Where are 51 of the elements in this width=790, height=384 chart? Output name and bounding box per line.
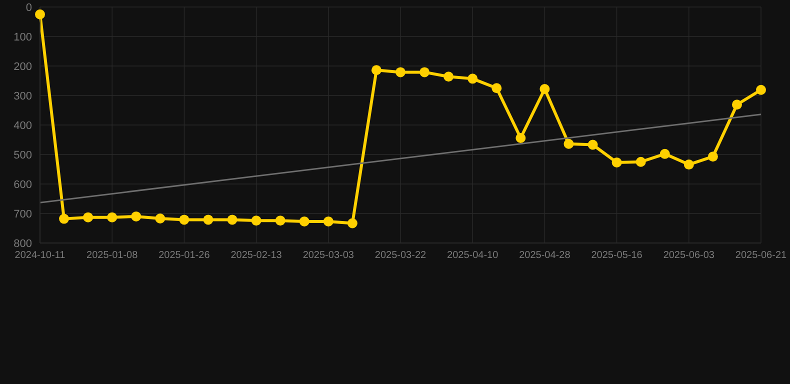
point — [251, 216, 262, 226]
point — [636, 156, 646, 167]
point — [131, 211, 142, 222]
point — [227, 214, 238, 225]
point — [203, 214, 214, 225]
x-tick-label: 2025-03-22 — [374, 250, 427, 262]
y-tick-label: 0 — [26, 2, 32, 14]
x-tick-label: 2025-04-28 — [519, 250, 571, 262]
point — [708, 152, 718, 162]
point — [564, 138, 574, 149]
x-tick-label: 2024-10-11 — [14, 250, 66, 262]
y-tick-label: 400 — [14, 120, 32, 132]
x-tick-label: 2025-05-16 — [591, 250, 643, 262]
point — [444, 72, 454, 82]
y-tick-label: 600 — [14, 178, 32, 191]
point — [468, 74, 478, 84]
x-tick-label: 2025-03-03 — [302, 250, 354, 262]
point — [347, 218, 358, 228]
point — [299, 216, 310, 226]
point — [540, 84, 550, 94]
x-tick-label: 2025-01-08 — [86, 250, 138, 262]
point — [612, 157, 622, 168]
y-tick-label: 500 — [14, 149, 32, 162]
point — [420, 67, 430, 78]
point — [756, 84, 766, 95]
y-tick-label: 100 — [14, 31, 32, 44]
point — [59, 214, 70, 224]
point — [396, 67, 406, 78]
point — [155, 214, 166, 224]
point — [179, 214, 190, 225]
point — [684, 160, 694, 170]
x-tick-label: 2025-02-13 — [230, 250, 282, 262]
y-tick-label: 700 — [14, 208, 32, 220]
x-tick-label: 2025-04-10 — [447, 250, 499, 262]
point — [275, 216, 286, 226]
point — [732, 100, 742, 110]
point — [323, 216, 334, 226]
y-tick-label: 300 — [14, 90, 32, 102]
point — [492, 83, 502, 94]
y-tick-label: 200 — [14, 60, 32, 73]
x-tick-label: 2025-01-26 — [158, 250, 210, 262]
point — [660, 148, 670, 159]
point — [516, 132, 526, 143]
point — [35, 9, 45, 20]
point — [588, 140, 598, 150]
point — [83, 212, 94, 222]
y-tick-label: 800 — [14, 238, 32, 250]
point — [371, 65, 382, 76]
x-tick-label: 2025-06-03 — [663, 250, 715, 262]
x-tick-label: 2025-06-21 — [735, 250, 788, 262]
point — [107, 212, 118, 222]
